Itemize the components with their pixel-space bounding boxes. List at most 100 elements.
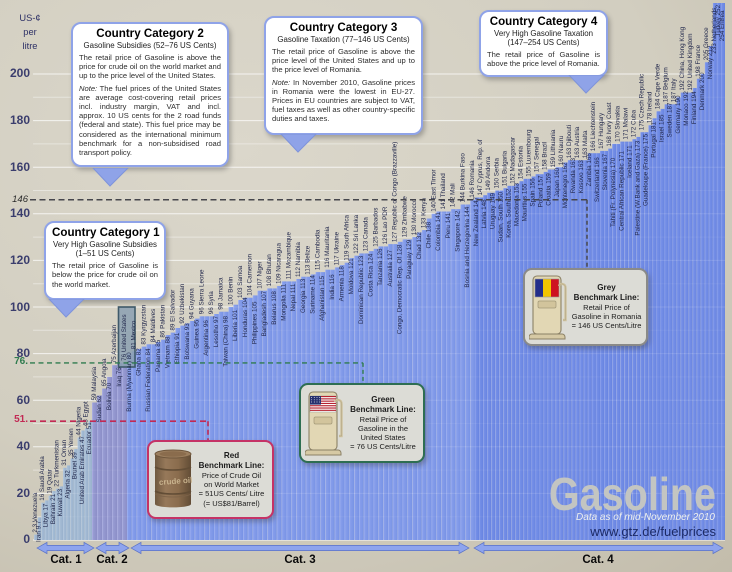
svg-text:Zambia 166: Zambia 166 (586, 153, 593, 187)
svg-text:172 Cuba: 172 Cuba (630, 109, 637, 137)
svg-text:Argentina 96: Argentina 96 (203, 320, 210, 356)
svg-text:Chile 138: Chile 138 (425, 221, 432, 248)
svg-text:76 United States: 76 United States (121, 314, 128, 361)
svg-text:83 Kyrgyzstan: 83 Kyrgyzstan (140, 304, 147, 344)
svg-text:Mongolia 111: Mongolia 111 (280, 283, 287, 320)
svg-text:Ecuador 51: Ecuador 51 (86, 422, 93, 455)
svg-text:119 South Africa: 119 South Africa (343, 214, 350, 260)
svg-text:254 Eritrea: 254 Eritrea (719, 10, 726, 41)
svg-text:Costa Rica 124: Costa Rica 124 (367, 253, 374, 297)
svg-text:152 Madagascar: 152 Madagascar (509, 137, 516, 184)
svg-text:Palestine (W.Bank and Gaza) 17: Palestine (W.Bank and Gaza) 173 (634, 140, 641, 235)
svg-text:44 Nigeria: 44 Nigeria (75, 406, 82, 435)
svg-text:Burma (Myanmar) 80: Burma (Myanmar) 80 (126, 352, 133, 412)
svg-text:84 Maldives: 84 Maldives (150, 309, 157, 343)
svg-text:163 Djibouti: 163 Djibouti (566, 125, 573, 158)
svg-text:Colombia 141: Colombia 141 (435, 212, 442, 251)
svg-text:Bahrain 21: Bahrain 21 (50, 493, 57, 524)
svg-text:100 Benin: 100 Benin (227, 276, 234, 305)
svg-text:233 Netherlands: 233 Netherlands (711, 8, 718, 54)
svg-text:Brunei 39: Brunei 39 (72, 452, 79, 479)
svg-text:107 Niger: 107 Niger (256, 261, 263, 288)
svg-text:Monaco 192: Monaco 192 (683, 91, 690, 126)
svg-text:166 Liechtenstein: 166 Liechtenstein (590, 101, 597, 151)
svg-text:111 Mozambique: 111 Mozambique (285, 232, 292, 280)
svg-text:103 Samoa: 103 Samoa (237, 265, 244, 298)
svg-text:Sudan, South 150: Sudan, South 150 (497, 191, 504, 242)
svg-text:Algeria 32: Algeria 32 (65, 470, 72, 499)
svg-text:149 Andorra: 149 Andorra (485, 156, 492, 191)
svg-text:Japan 160: Japan 160 (554, 167, 561, 197)
svg-text:147 Cyprus, Rep. of: 147 Cyprus, Rep. of (477, 139, 484, 195)
svg-text:112 Namibia: 112 Namibia (295, 242, 302, 277)
svg-text:31 Oman: 31 Oman (61, 439, 68, 465)
svg-text:125 Barbados: 125 Barbados (372, 208, 379, 247)
svg-text:Israel 185: Israel 185 (659, 114, 666, 142)
svg-text:159 Lithuania: 159 Lithuania (550, 129, 557, 167)
svg-text:123 Canada: 123 Canada (363, 217, 370, 252)
svg-text:65 Angola: 65 Angola (101, 358, 108, 387)
svg-text:22 Turkmenistan: 22 Turkmenistan (54, 440, 61, 487)
svg-text:126 Lao PDR: 126 Lao PDR (382, 206, 389, 244)
svg-text:Guadeloupe (France) 175: Guadeloupe (France) 175 (643, 133, 650, 206)
svg-text:127 Republic of Congo (Brazzav: 127 Republic of Congo (Brazzaville) (392, 142, 399, 242)
svg-text:Montenegro 162: Montenegro 162 (562, 162, 569, 208)
svg-text:Korea, South 152: Korea, South 152 (505, 188, 512, 238)
svg-text:Australia 127: Australia 127 (387, 249, 394, 286)
svg-text:129 Zimbabwe: 129 Zimbabwe (401, 196, 408, 238)
svg-text:Panama 85: Panama 85 (155, 339, 162, 372)
svg-text:Guinea 95: Guinea 95 (193, 319, 200, 349)
svg-text:Kuwait 23: Kuwait 23 (57, 488, 64, 516)
svg-text:India 116: India 116 (329, 274, 336, 300)
svg-text:Switzerland 166: Switzerland 166 (594, 157, 601, 202)
svg-text:Chad 132: Chad 132 (416, 232, 423, 260)
svg-text:146 Romania: 146 Romania (469, 160, 476, 198)
svg-text:96 Syria: 96 Syria (208, 291, 215, 315)
svg-text:Macedonia 153: Macedonia 153 (514, 183, 521, 227)
svg-text:140 East Timor: 140 East Timor (430, 169, 437, 211)
svg-text:Finland 194: Finland 194 (691, 91, 698, 124)
svg-text:Norway 212: Norway 212 (707, 45, 714, 79)
svg-text:Bolivia 70: Bolivia 70 (106, 382, 113, 410)
svg-text:Sudan 62: Sudan 62 (96, 395, 103, 422)
svg-text:Uruguay 149: Uruguay 149 (489, 193, 496, 230)
svg-text:168 Ivory Coast: 168 Ivory Coast (606, 102, 613, 146)
svg-text:2.3 Venezuela: 2.3 Venezuela (32, 492, 39, 532)
svg-text:Sweden 187: Sweden 187 (667, 102, 674, 138)
svg-text:141 Thailand: 141 Thailand (440, 173, 447, 210)
svg-text:Iceland 171: Iceland 171 (626, 145, 633, 178)
svg-text:Congo, Democratic Rep. Of 128: Congo, Democratic Rep. Of 128 (396, 244, 403, 334)
svg-text:Vietnam 88: Vietnam 88 (164, 336, 171, 368)
svg-text:113 Belize: 113 Belize (305, 245, 312, 274)
svg-text:192 United Kingdom: 192 United Kingdom (687, 34, 694, 91)
svg-text:170 Slovakia: 170 Slovakia (614, 105, 621, 142)
svg-text:184 Cape Verde: 184 Cape Verde (655, 63, 662, 109)
svg-text:Rwanda 163: Rwanda 163 (570, 158, 577, 194)
svg-text:16 Saudi Arabia: 16 Saudi Arabia (39, 456, 46, 501)
svg-text:Armenia 118: Armenia 118 (338, 266, 345, 302)
svg-text:Turkey 252: Turkey 252 (715, 4, 722, 36)
svg-text:Spain 156: Spain 156 (530, 178, 537, 207)
svg-text:Tahiti (Fr. Polynesia) 170: Tahiti (Fr. Polynesia) 170 (610, 157, 617, 227)
svg-text:115 Cambodia: 115 Cambodia (314, 229, 321, 270)
svg-text:Poland 157: Poland 157 (538, 175, 545, 207)
svg-text:154 Estonia: 154 Estonia (518, 145, 525, 179)
svg-text:New Zealand 147: New Zealand 147 (473, 196, 480, 246)
svg-text:crude oil: crude oil (159, 476, 193, 487)
svg-text:59 Malaysia: 59 Malaysia (91, 366, 98, 400)
svg-text:Ethiopia 91: Ethiopia 91 (174, 332, 181, 364)
svg-text:108 Bhutan: 108 Bhutan (266, 254, 273, 287)
svg-text:35 Yemen: 35 Yemen (68, 428, 75, 457)
svg-text:19 Qatar: 19 Qatar (46, 469, 53, 494)
svg-text:Philippines 105: Philippines 105 (251, 301, 258, 344)
svg-text:Mauritius 155: Mauritius 155 (522, 183, 529, 221)
svg-text:109 Nicaragua: 109 Nicaragua (276, 243, 283, 284)
svg-text:Moldova 121: Moldova 121 (348, 258, 355, 295)
svg-text:96 Sierra Leone: 96 Sierra Leone (198, 269, 205, 314)
svg-text:Taiwan (China) 98: Taiwan (China) 98 (222, 315, 229, 366)
svg-text:Suriname 114: Suriname 114 (309, 275, 316, 314)
svg-text:Afghanistan 115: Afghanistan 115 (319, 275, 326, 321)
svg-text:175 Czech Republic: 175 Czech Republic (639, 74, 646, 130)
svg-text:130 Morocco: 130 Morocco (411, 198, 418, 235)
svg-text:Central African Republic 171: Central African Republic 171 (618, 151, 625, 231)
